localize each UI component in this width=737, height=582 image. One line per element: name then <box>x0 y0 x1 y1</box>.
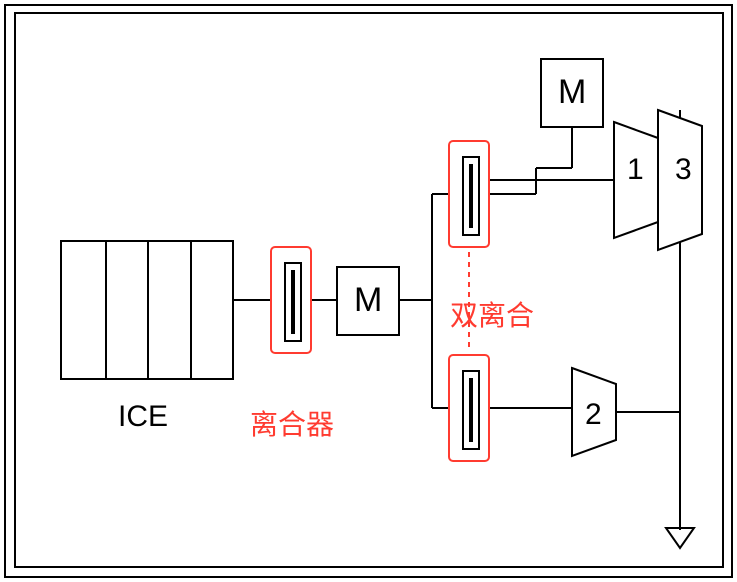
label-gear-1: 1 <box>627 153 644 187</box>
label-gear-3: 3 <box>675 153 692 187</box>
label-motor-1: M <box>354 281 382 320</box>
label-gear-2: 2 <box>585 398 602 432</box>
clutch-single <box>270 246 312 354</box>
label-dual-clutch: 双离合 <box>450 294 534 334</box>
label-clutch: 离合器 <box>250 403 334 443</box>
label-ice: ICE <box>118 400 168 434</box>
label-motor-2: M <box>558 73 586 112</box>
clutch-dual-lower <box>448 354 490 462</box>
ice-block <box>60 240 234 380</box>
clutch-dual-upper <box>448 140 490 248</box>
